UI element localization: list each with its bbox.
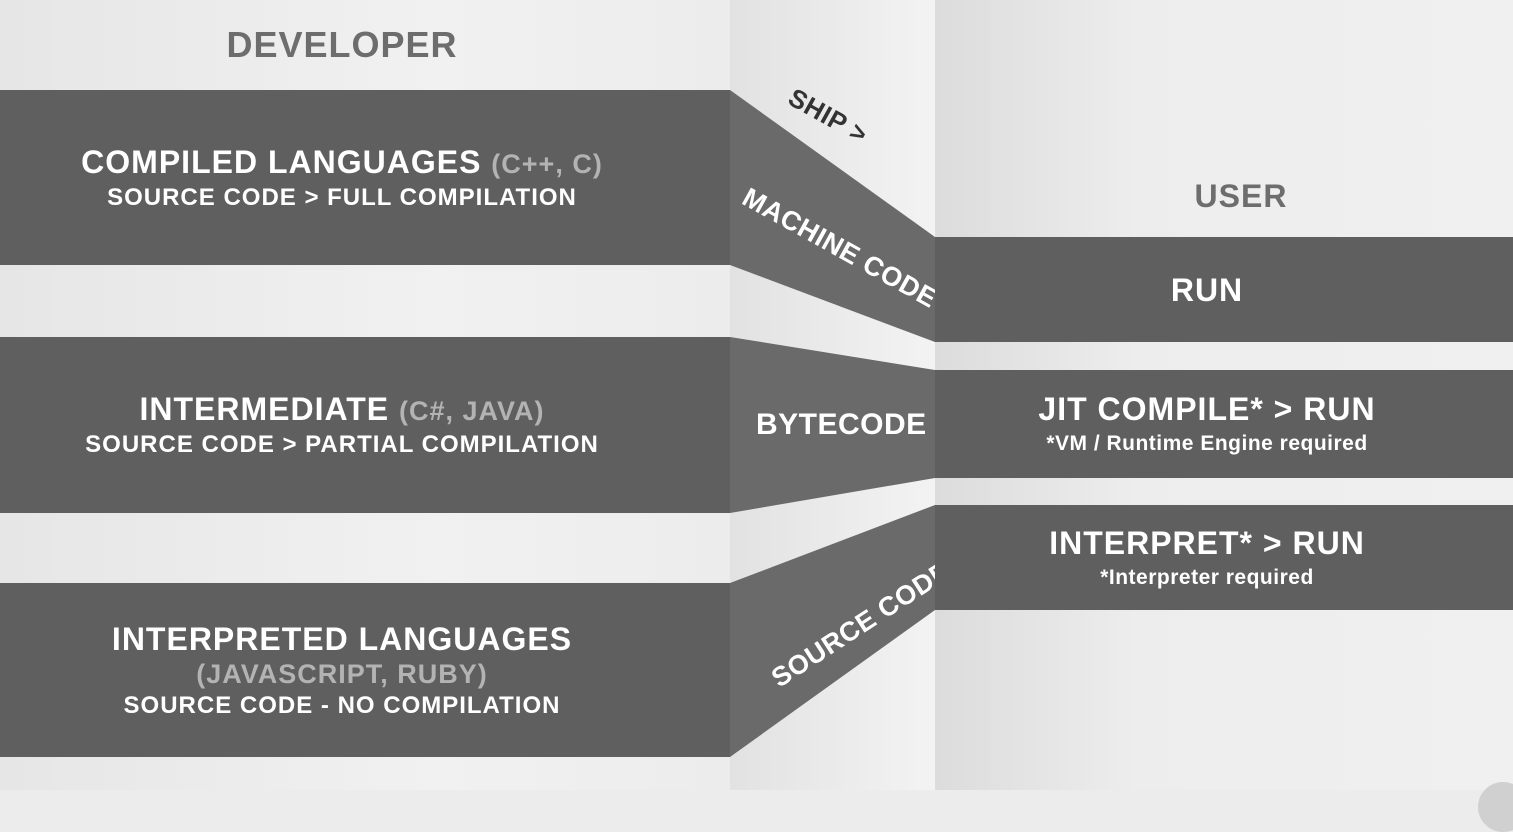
- user-heading: USER: [1194, 178, 1288, 214]
- bytecode-label: BYTECODE: [756, 408, 927, 441]
- bytecode-connector: [730, 337, 935, 513]
- interpreted-languages-band: INTERPRETED LANGUAGES (JAVASCRIPT, RUBY)…: [0, 583, 730, 757]
- interpret-title: INTERPRET* > RUN: [1049, 524, 1365, 561]
- compiled-languages-band: COMPILED LANGUAGES (C++, C) SOURCE CODE …: [0, 90, 730, 265]
- jit-compile-band: JIT COMPILE* > RUN *VM / Runtime Engine …: [935, 370, 1513, 478]
- interpreted-title: INTERPRETED LANGUAGES: [111, 620, 573, 657]
- intermediate-title: INTERMEDIATE: [139, 391, 390, 428]
- interpreted-subtitle: SOURCE CODE - NO COMPILATION: [123, 691, 561, 719]
- jit-note: *VM / Runtime Engine required: [1046, 432, 1368, 456]
- interpreted-examples: (JAVASCRIPT, RUBY): [196, 658, 488, 689]
- compiled-examples: (C++, C): [491, 148, 603, 179]
- intermediate-title-line: INTERMEDIATE (C#, JAVA): [139, 389, 544, 429]
- connector-shapes: [730, 90, 935, 757]
- developer-heading: DEVELOPER: [226, 24, 458, 65]
- run-band: RUN: [935, 237, 1513, 342]
- compiled-title: COMPILED LANGUAGES: [81, 143, 482, 180]
- compiled-title-line: COMPILED LANGUAGES (C++, C): [81, 142, 603, 182]
- source-code-connector: [730, 505, 935, 757]
- intermediate-examples: (C#, JAVA): [399, 396, 545, 427]
- machine-code-connector: [730, 90, 935, 342]
- interpret-note: *Interpreter required: [1100, 565, 1314, 589]
- jit-title: JIT COMPILE* > RUN: [1038, 391, 1376, 428]
- run-title: RUN: [1170, 271, 1244, 308]
- compiled-subtitle: SOURCE CODE > FULL COMPILATION: [107, 183, 577, 211]
- interpret-band: INTERPRET* > RUN *Interpreter required: [935, 505, 1513, 610]
- intermediate-languages-band: INTERMEDIATE (C#, JAVA) SOURCE CODE > PA…: [0, 337, 730, 513]
- intermediate-subtitle: SOURCE CODE > PARTIAL COMPILATION: [85, 431, 599, 459]
